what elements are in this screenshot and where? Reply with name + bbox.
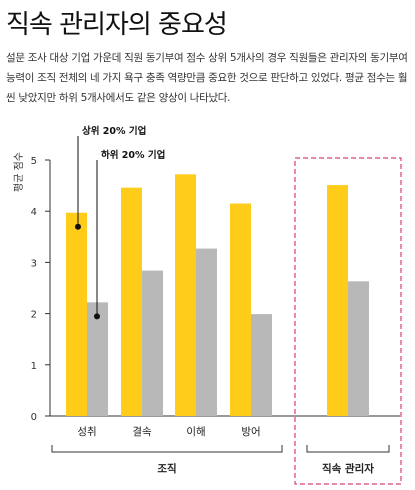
chart-description: 설문 조사 대상 기업 가운데 직원 동기부여 점수 상위 5개사의 경우 직원… xyxy=(6,52,408,104)
bar-bottom20-1 xyxy=(142,270,163,416)
series-label-bottom20: 하위 20% 기업 xyxy=(101,149,165,161)
series-label-top20: 상위 20% 기업 xyxy=(82,125,146,137)
page-title: 직속 관리자의 중요성 xyxy=(6,10,228,40)
y-axis-ticks: 0 1 2 3 4 5 xyxy=(31,156,50,423)
bar-top20-4 xyxy=(327,185,348,416)
org-group-bracket xyxy=(51,445,283,453)
y-tick-label: 0 xyxy=(31,412,37,423)
group-label-org: 조직 xyxy=(157,462,176,475)
y-tick-label: 5 xyxy=(31,156,37,167)
bar-top20-2 xyxy=(175,174,196,416)
bar-top20-0 xyxy=(66,212,87,416)
bar-bottom20-2 xyxy=(196,248,217,416)
y-tick-label: 3 xyxy=(31,258,37,269)
bar-top20-3 xyxy=(230,203,251,416)
category-label-3: 방어 xyxy=(241,426,260,438)
manager-group-box xyxy=(294,157,402,485)
callout-dot-bottom20 xyxy=(94,313,100,320)
manager-group-bracket xyxy=(306,445,390,453)
category-label-2: 이해 xyxy=(186,425,205,438)
y-axis-label: 평균 점수 xyxy=(13,152,25,192)
y-tick-label: 1 xyxy=(31,361,37,372)
y-tick-label: 2 xyxy=(31,310,37,321)
category-label-0: 성취 xyxy=(77,426,96,438)
callout-dot-top20 xyxy=(75,223,81,230)
bars-group xyxy=(66,174,369,416)
bar-bottom20-3 xyxy=(251,314,272,416)
group-label-manager: 직속 관리자 xyxy=(322,462,374,475)
y-tick-label: 4 xyxy=(31,207,37,218)
bar-bottom20-4 xyxy=(348,281,369,416)
category-labels: 성취 결속 이해 방어 xyxy=(77,425,260,438)
bar-top20-1 xyxy=(121,187,142,416)
bar-bottom20-0 xyxy=(87,302,108,416)
category-label-1: 결속 xyxy=(132,426,152,438)
